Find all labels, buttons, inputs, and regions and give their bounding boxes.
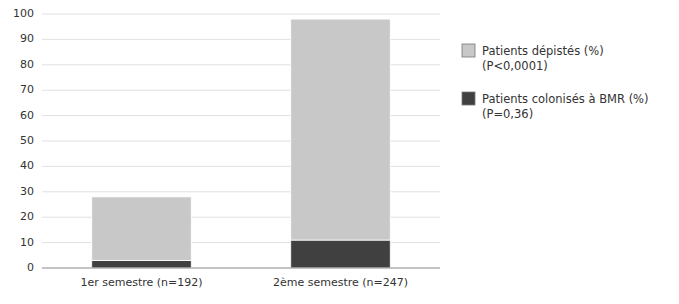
y-tick-label: 10: [20, 236, 34, 249]
y-axis: 0 10 20 30 40 50 60 70 80 90 100: [13, 7, 34, 274]
y-tick-label: 50: [20, 134, 34, 147]
legend-label-line: Patients colonisés à BMR (%): [482, 92, 649, 106]
grid-line: [42, 268, 440, 269]
x-tick-label: 1er semestre (n=192): [80, 276, 202, 289]
legend-swatch: [462, 92, 475, 105]
legend: Patients dépistés (%)(P<0,0001)Patients …: [462, 44, 649, 121]
bar-segment: [291, 19, 391, 240]
legend-label: Patients colonisés à BMR (%)(P=0,36): [482, 92, 649, 121]
y-tick-label: 70: [20, 83, 34, 96]
legend-swatch: [462, 44, 475, 57]
legend-label-line: (P<0,0001): [482, 59, 548, 73]
bar-segment: [92, 260, 192, 268]
grid-line: [42, 14, 440, 15]
y-tick-label: 40: [20, 159, 34, 172]
x-tick-label: 2ème semestre (n=247): [273, 276, 408, 289]
legend-label-line: (P=0,36): [482, 107, 533, 121]
chart-container: 0 10 20 30 40 50 60 70 80 90 100 1er semestre (n=19…: [0, 0, 679, 304]
x-axis: 1er semestre (n=192) 2ème semestre (n=247…: [42, 268, 440, 289]
legend-label: Patients dépistés (%)(P<0,0001): [482, 44, 604, 73]
y-tick-label: 0: [27, 261, 34, 274]
y-tick-label: 100: [13, 7, 34, 20]
grid: [42, 14, 440, 268]
bars: [92, 19, 391, 268]
legend-label-line: Patients dépistés (%): [482, 44, 604, 58]
y-tick-label: 30: [20, 185, 34, 198]
bar-segment: [92, 197, 192, 261]
y-tick-label: 80: [20, 58, 34, 71]
chart-svg: 0 10 20 30 40 50 60 70 80 90 100 1er semestre (n=19…: [0, 0, 679, 304]
y-tick-label: 20: [20, 210, 34, 223]
x-axis-line: [42, 268, 440, 269]
y-tick-label: 90: [20, 32, 34, 45]
y-tick-label: 60: [20, 109, 34, 122]
bar-segment: [291, 240, 391, 268]
